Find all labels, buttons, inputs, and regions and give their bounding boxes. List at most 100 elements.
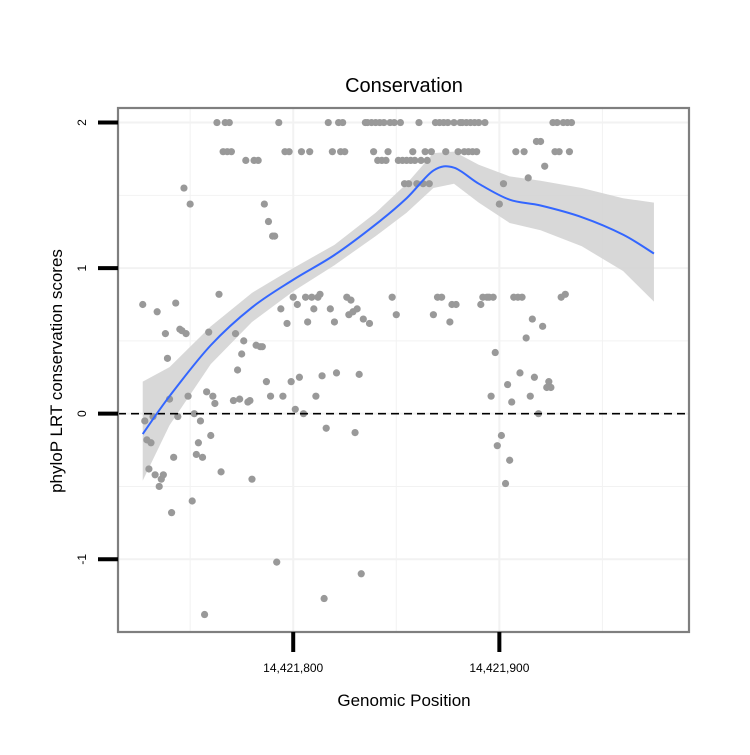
data-point <box>522 334 530 342</box>
data-point <box>159 471 167 479</box>
data-point <box>357 570 365 578</box>
data-point <box>271 232 279 240</box>
data-point <box>475 118 483 127</box>
data-point <box>481 118 489 127</box>
data-point <box>287 378 295 386</box>
data-point <box>565 148 574 156</box>
confidence-ribbon <box>142 151 654 481</box>
x-axis-ticks: 14,421,800 14,421,900 <box>263 632 530 675</box>
data-point <box>339 118 347 127</box>
data-point <box>194 439 202 447</box>
data-point <box>141 417 149 425</box>
y-axis-ticks: -1 0 1 2 <box>75 119 118 565</box>
data-point <box>489 293 497 301</box>
data-point <box>227 148 235 156</box>
data-point <box>170 453 178 461</box>
data-point <box>497 431 506 440</box>
data-point <box>217 468 225 476</box>
data-point <box>409 148 417 156</box>
data-point <box>190 410 198 418</box>
data-point <box>188 497 196 505</box>
data-point <box>258 343 266 351</box>
data-point <box>207 431 215 440</box>
data-point <box>297 148 306 156</box>
data-point <box>415 118 423 127</box>
x-axis-title: Genomic Position <box>337 691 470 710</box>
data-point <box>225 118 233 127</box>
data-point <box>390 118 398 127</box>
data-point <box>332 369 341 377</box>
data-point <box>382 156 390 164</box>
data-point <box>248 475 256 483</box>
data-point <box>200 610 209 619</box>
data-point <box>567 118 576 127</box>
data-point <box>396 118 405 127</box>
data-point <box>388 293 396 301</box>
data-point <box>508 398 516 406</box>
data-point <box>499 180 508 188</box>
data-point <box>411 156 419 164</box>
data-point <box>283 319 291 328</box>
data-point <box>491 348 499 357</box>
data-point <box>285 148 293 156</box>
data-point <box>310 305 318 313</box>
data-point <box>279 392 287 400</box>
y-axis-title: phyloP LRT conservation scores <box>47 249 66 493</box>
data-point <box>275 118 283 127</box>
data-point <box>423 156 431 164</box>
data-point <box>301 293 310 301</box>
data-point <box>289 293 297 301</box>
plot-frame <box>116 106 691 634</box>
data-point <box>425 180 433 188</box>
data-point <box>450 118 458 127</box>
data-point <box>174 412 182 421</box>
data-point <box>139 300 147 309</box>
smooth-trend-line <box>141 165 655 435</box>
data-point <box>161 330 170 338</box>
data-point <box>452 300 460 309</box>
data-point <box>306 148 314 156</box>
y-tick-label: 1 <box>75 264 89 271</box>
data-point <box>405 180 413 188</box>
data-point <box>273 558 281 566</box>
data-point <box>473 148 481 156</box>
data-point <box>236 395 244 403</box>
data-point <box>530 373 538 381</box>
data-point <box>501 479 510 488</box>
data-point <box>545 378 553 386</box>
data-point <box>359 315 367 323</box>
data-point <box>246 396 254 405</box>
data-point <box>205 328 213 336</box>
data-point <box>308 293 316 301</box>
data-point <box>326 305 334 313</box>
data-point <box>380 118 388 127</box>
data-point <box>365 319 374 328</box>
data-point <box>320 594 328 603</box>
data-point <box>180 184 188 192</box>
data-point <box>229 396 238 405</box>
data-point <box>266 392 275 400</box>
data-point <box>526 392 534 400</box>
data-point <box>351 428 359 437</box>
data-point <box>520 148 528 156</box>
data-point <box>293 300 301 309</box>
data-point <box>341 148 349 156</box>
data-point <box>493 442 501 450</box>
data-point <box>547 383 555 392</box>
data-point <box>172 299 180 307</box>
data-point <box>260 200 268 208</box>
data-point <box>312 392 320 400</box>
data-point <box>442 148 450 156</box>
data-point <box>184 392 192 400</box>
data-point <box>528 315 536 323</box>
data-point <box>304 318 312 326</box>
data-point <box>192 450 200 459</box>
data-point <box>438 293 446 301</box>
data-point <box>353 305 361 313</box>
data-point <box>427 148 435 156</box>
data-point <box>512 148 520 156</box>
data-point <box>277 305 285 313</box>
data-point <box>198 453 207 461</box>
data-point <box>167 509 176 517</box>
